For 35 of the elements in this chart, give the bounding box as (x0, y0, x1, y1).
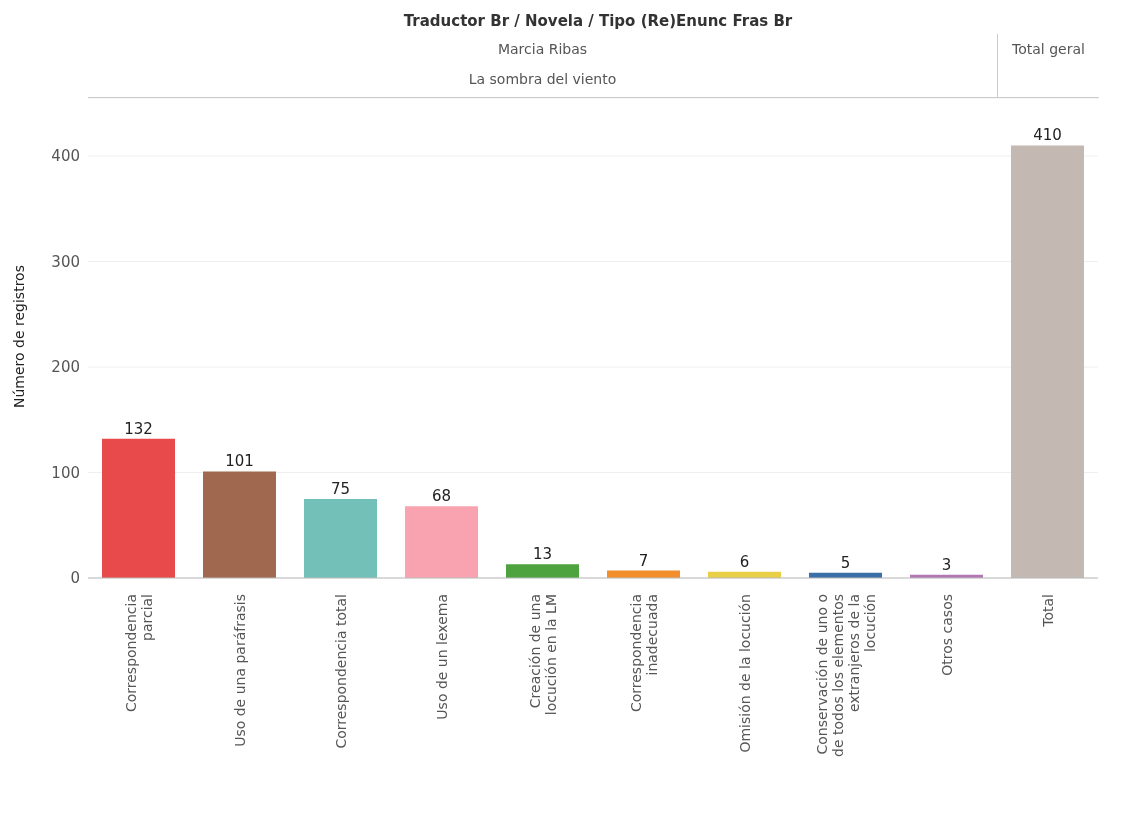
x-tick-label: Correspondencia inadecuada (627, 594, 660, 713)
x-tick-label: Otros casos (938, 594, 955, 676)
data-label: 13 (532, 545, 553, 564)
chart-title: Traductor Br / Novela / Tipo (Re)Enunc Fras Br (402, 11, 794, 32)
data-label: 75 (330, 479, 351, 498)
x-tick-label: Creación de una locución en la LM (526, 594, 559, 716)
data-label: 410 (1033, 126, 1062, 145)
x-tick-label: Uso de un lexema (433, 594, 450, 720)
y-tick-label: 200 (51, 358, 80, 377)
data-label: 5 (840, 553, 851, 572)
x-tick-label: Correspondencia parcial (122, 594, 155, 713)
bar (102, 438, 175, 578)
x-tick-label: Omisión de la locución (736, 594, 753, 753)
data-label: 68 (431, 487, 452, 506)
text: La sombra del viento (467, 70, 618, 89)
data-label: 6 (739, 552, 750, 571)
y-tick-label: 400 (51, 147, 80, 166)
x-tick-label: Correspondencia total (332, 594, 349, 749)
data-label: 3 (941, 555, 952, 574)
data-label: 7 (638, 551, 649, 570)
bar (203, 471, 276, 578)
y-tick-label: 300 (51, 252, 80, 271)
x-tick-label: Total (1039, 594, 1056, 628)
x-tick-label: Conservación de uno o de todos los elementos extranjeros de la locución (813, 594, 878, 757)
text: Marcia Ribas (496, 40, 589, 59)
y-tick-label: 100 (51, 463, 80, 482)
bar (405, 506, 478, 578)
bar (506, 564, 579, 578)
y-tick-label: 0 (70, 569, 80, 588)
y-axis-title: Número de registros (10, 265, 27, 408)
x-tick-label: Uso de una paráfrasis (231, 594, 248, 747)
bar (304, 498, 377, 578)
data-label: 132 (124, 419, 153, 438)
data-label: 101 (225, 452, 254, 471)
text: Total geral (997, 34, 1099, 98)
